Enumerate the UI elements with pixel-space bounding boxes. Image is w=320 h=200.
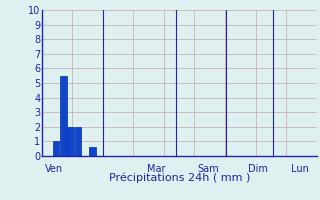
Bar (75, 127, 81, 156)
Text: Ven: Ven (45, 164, 63, 174)
Bar (89, 147, 96, 156)
Bar (60, 76, 67, 156)
Bar (67, 127, 74, 156)
Text: Lun: Lun (292, 164, 309, 174)
Bar (53, 141, 59, 156)
X-axis label: Précipitations 24h ( mm ): Précipitations 24h ( mm ) (108, 173, 250, 183)
Text: Sam: Sam (197, 164, 219, 174)
Text: Mar: Mar (147, 164, 165, 174)
Text: Dim: Dim (248, 164, 268, 174)
